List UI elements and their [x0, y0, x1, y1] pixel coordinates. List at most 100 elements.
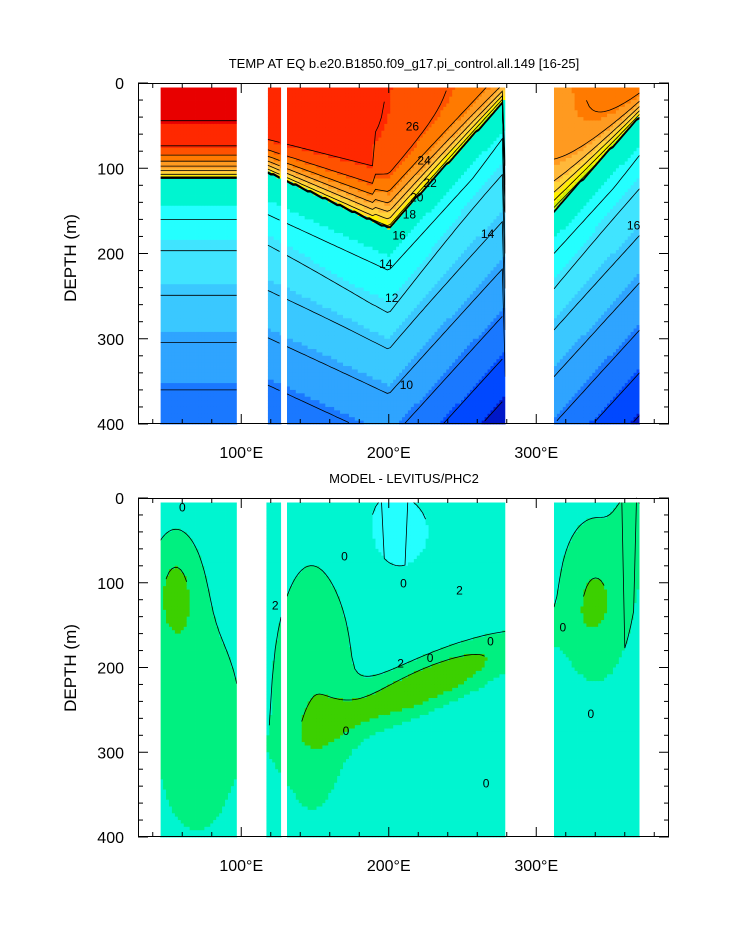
field-cell: [299, 124, 302, 128]
field-cell: [198, 223, 201, 227]
field-cell: [219, 226, 222, 230]
field-cell: [181, 189, 184, 193]
field-cell: [198, 329, 201, 333]
field-cell: [334, 110, 337, 114]
field-cell: [175, 356, 178, 360]
field-cell: [213, 311, 216, 315]
field-cell: [222, 138, 225, 142]
field-cell: [201, 376, 204, 380]
field-cell: [219, 189, 222, 193]
field-cell: [319, 301, 322, 305]
field-cell: [210, 277, 213, 281]
field-cell: [201, 301, 204, 305]
field-cell: [308, 363, 311, 367]
field-cell: [322, 325, 325, 329]
field-cell: [187, 199, 190, 203]
field-cell: [331, 417, 334, 421]
field-cell: [328, 284, 331, 288]
field-cell: [184, 209, 187, 213]
field-cell: [178, 325, 181, 329]
field-cell: [198, 301, 201, 305]
field-cell: [166, 233, 169, 237]
field-cell: [178, 407, 181, 411]
field-cell: [274, 134, 277, 138]
field-cell: [293, 117, 296, 121]
field-cell: [172, 247, 175, 251]
field-cell: [201, 141, 204, 145]
field-cell: [201, 196, 204, 200]
field-cell: [340, 376, 343, 380]
field-cell: [228, 369, 231, 373]
field-cell: [319, 117, 322, 121]
field-cell: [184, 339, 187, 343]
field-cell: [322, 178, 325, 182]
field-cell: [319, 383, 322, 387]
field-cell: [187, 274, 190, 278]
field-cell: [228, 346, 231, 350]
field-cell: [190, 346, 193, 350]
field-cell: [210, 305, 213, 309]
field-cell: [305, 414, 308, 418]
field-cell: [277, 192, 280, 196]
field-cell: [204, 352, 207, 356]
field-cell: [340, 260, 343, 264]
field-cell: [201, 271, 204, 275]
field-cell: [305, 318, 308, 322]
field-cell: [340, 240, 343, 244]
field-cell: [228, 257, 231, 261]
field-cell: [163, 349, 166, 353]
field-cell: [314, 107, 317, 111]
field-cell: [337, 110, 340, 114]
field-cell: [219, 206, 222, 210]
field-cell: [213, 192, 216, 196]
field-cell: [331, 305, 334, 309]
field-cell: [308, 199, 311, 203]
field-cell: [340, 161, 343, 165]
field-cell: [219, 144, 222, 148]
field-cell: [322, 352, 325, 356]
field-cell: [331, 397, 334, 401]
field-cell: [216, 322, 219, 326]
field-cell: [231, 178, 234, 182]
field-cell: [322, 349, 325, 353]
field-cell: [302, 346, 305, 350]
field-cell: [196, 400, 199, 404]
field-cell: [305, 141, 308, 145]
field-cell: [334, 308, 337, 312]
field-cell: [169, 233, 172, 237]
field-cell: [308, 117, 311, 121]
field-cell: [219, 414, 222, 418]
field-cell: [268, 199, 271, 203]
field-cell: [187, 213, 190, 217]
field-cell: [172, 393, 175, 397]
field-cell: [299, 404, 302, 408]
field-cell: [187, 308, 190, 312]
field-cell: [204, 247, 207, 251]
field-cell: [181, 93, 184, 97]
field-cell: [325, 131, 328, 135]
field-cell: [328, 138, 331, 142]
field-cell: [204, 202, 207, 206]
field-cell: [231, 407, 234, 411]
field-cell: [268, 254, 271, 258]
field-cell: [314, 206, 317, 210]
field-cell: [319, 342, 322, 346]
field-cell: [322, 257, 325, 261]
field-cell: [277, 230, 280, 234]
field-cell: [308, 223, 311, 227]
field-cell: [196, 281, 199, 285]
field-cell: [163, 373, 166, 377]
field-cell: [175, 298, 178, 302]
field-cell: [234, 393, 237, 397]
field-cell: [311, 298, 314, 302]
field-cell: [213, 363, 216, 367]
field-cell: [334, 397, 337, 401]
field-cell: [166, 127, 169, 131]
field-cell: [169, 97, 172, 101]
field-cell: [187, 97, 190, 101]
field-cell: [210, 383, 213, 387]
field-cell: [187, 383, 190, 387]
field-cell: [216, 407, 219, 411]
field-cell: [308, 165, 311, 169]
field-cell: [305, 223, 308, 227]
